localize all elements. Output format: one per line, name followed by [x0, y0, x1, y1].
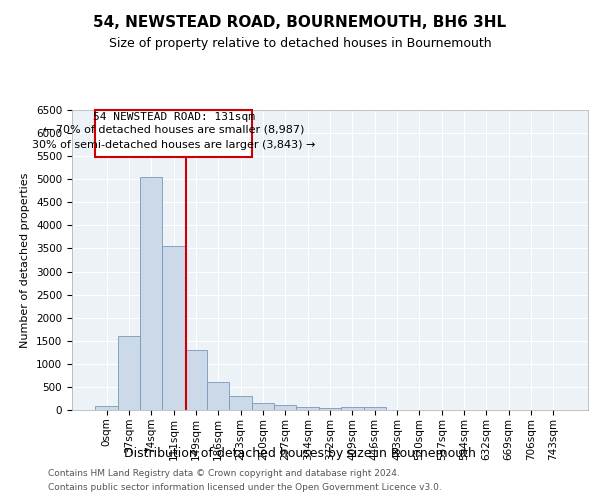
FancyBboxPatch shape	[95, 110, 252, 157]
Bar	[207, 382, 229, 410]
Bar	[185, 350, 207, 410]
Bar	[163, 246, 185, 410]
Text: Size of property relative to detached houses in Bournemouth: Size of property relative to detached ho…	[109, 38, 491, 51]
Bar	[118, 336, 140, 410]
Text: 30% of semi-detached houses are larger (3,843) →: 30% of semi-detached houses are larger (…	[32, 140, 316, 149]
Bar	[95, 406, 118, 410]
Text: Contains public sector information licensed under the Open Government Licence v3: Contains public sector information licen…	[48, 484, 442, 492]
Bar	[319, 408, 341, 410]
Bar	[364, 408, 386, 410]
Bar	[252, 403, 274, 410]
Text: Distribution of detached houses by size in Bournemouth: Distribution of detached houses by size …	[124, 448, 476, 460]
Y-axis label: Number of detached properties: Number of detached properties	[20, 172, 31, 348]
Bar	[140, 177, 163, 410]
Bar	[341, 408, 364, 410]
Bar	[229, 396, 252, 410]
Text: Contains HM Land Registry data © Crown copyright and database right 2024.: Contains HM Land Registry data © Crown c…	[48, 468, 400, 477]
Bar	[296, 407, 319, 410]
Bar	[274, 404, 296, 410]
Text: 54 NEWSTEAD ROAD: 131sqm: 54 NEWSTEAD ROAD: 131sqm	[92, 112, 254, 122]
Text: 54, NEWSTEAD ROAD, BOURNEMOUTH, BH6 3HL: 54, NEWSTEAD ROAD, BOURNEMOUTH, BH6 3HL	[94, 15, 506, 30]
Text: ← 70% of detached houses are smaller (8,987): ← 70% of detached houses are smaller (8,…	[43, 124, 304, 134]
